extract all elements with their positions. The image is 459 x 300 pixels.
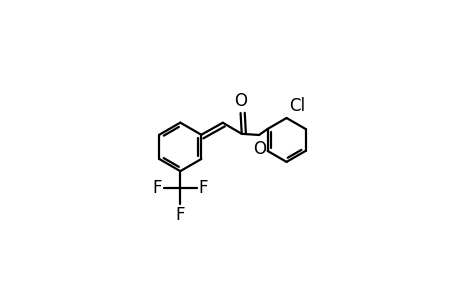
Text: Cl: Cl bbox=[288, 97, 304, 115]
Text: F: F bbox=[198, 179, 208, 197]
Text: O: O bbox=[234, 92, 246, 110]
Text: O: O bbox=[253, 140, 266, 158]
Text: F: F bbox=[175, 206, 185, 224]
Text: F: F bbox=[152, 179, 162, 197]
